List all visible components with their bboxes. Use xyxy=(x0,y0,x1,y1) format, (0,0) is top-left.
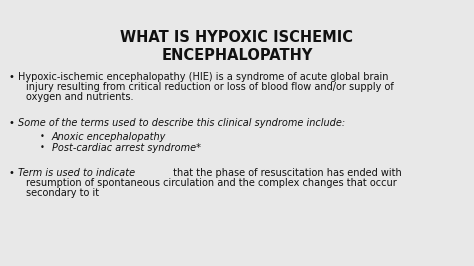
Text: •: • xyxy=(8,118,14,128)
Text: •: • xyxy=(8,72,14,82)
Text: ENCEPHALOPATHY: ENCEPHALOPATHY xyxy=(161,48,313,63)
Text: •: • xyxy=(40,132,45,141)
Text: oxygen and nutrients.: oxygen and nutrients. xyxy=(26,92,134,102)
Text: Post-cardiac arrest syndrome*: Post-cardiac arrest syndrome* xyxy=(52,143,201,153)
Text: •: • xyxy=(40,143,45,152)
Text: •: • xyxy=(8,168,14,178)
Text: WHAT IS HYPOXIC ISCHEMIC: WHAT IS HYPOXIC ISCHEMIC xyxy=(120,30,354,45)
Text: Term is used to indicate: Term is used to indicate xyxy=(18,168,135,178)
Text: Some of the terms used to describe this clinical syndrome include:: Some of the terms used to describe this … xyxy=(18,118,345,128)
Text: Hypoxic-ischemic encephalopathy (HIE) is a syndrome of acute global brain: Hypoxic-ischemic encephalopathy (HIE) is… xyxy=(18,72,389,82)
Text: injury resulting from critical reduction or loss of blood flow and/or supply of: injury resulting from critical reduction… xyxy=(26,82,394,92)
Text: secondary to it: secondary to it xyxy=(26,188,99,198)
Text: resumption of spontaneous circulation and the complex changes that occur: resumption of spontaneous circulation an… xyxy=(26,178,397,188)
Text: that the phase of resuscitation has ended with: that the phase of resuscitation has ende… xyxy=(170,168,402,178)
Text: Anoxic encephalopathy: Anoxic encephalopathy xyxy=(52,132,166,142)
